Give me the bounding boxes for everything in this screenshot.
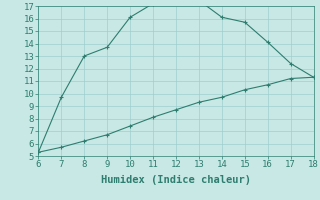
X-axis label: Humidex (Indice chaleur): Humidex (Indice chaleur) <box>101 175 251 185</box>
